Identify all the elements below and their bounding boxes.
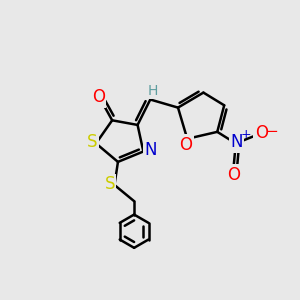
Text: O: O xyxy=(227,166,240,184)
Text: O: O xyxy=(92,88,105,106)
Text: O: O xyxy=(180,136,193,154)
Text: O: O xyxy=(255,124,268,142)
Text: S: S xyxy=(105,175,115,193)
Text: +: + xyxy=(240,128,251,141)
Text: S: S xyxy=(87,133,98,151)
Text: N: N xyxy=(231,133,243,151)
Text: −: − xyxy=(266,124,279,139)
Text: H: H xyxy=(147,84,158,98)
Text: N: N xyxy=(144,141,157,159)
